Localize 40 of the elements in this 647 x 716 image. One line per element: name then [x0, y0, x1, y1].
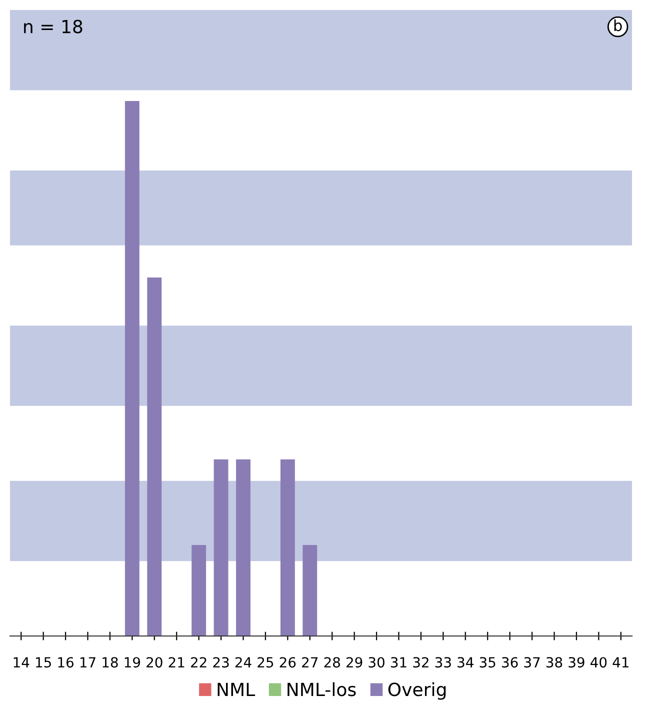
legend-label: NML-los — [288, 682, 356, 696]
x-tick-label: 16 — [58, 657, 74, 668]
x-tick-label: 17 — [80, 657, 96, 668]
x-tick-label: 14 — [14, 657, 30, 668]
x-tick-label: 15 — [36, 657, 51, 668]
bar — [280, 459, 295, 636]
x-tick-label: 29 — [346, 657, 362, 668]
bar — [192, 545, 206, 636]
legend-label: Overig — [388, 682, 446, 700]
text: b — [614, 19, 622, 32]
x-tick-label: 31 — [390, 657, 406, 668]
bar — [302, 545, 318, 636]
x-tick-label: 41 — [612, 657, 628, 668]
x-tick-label: 30 — [368, 657, 384, 668]
x-tick-label: 20 — [146, 657, 162, 668]
x-tick-label: 35 — [480, 657, 496, 668]
x-tick-label: 32 — [413, 657, 428, 668]
x-tick-label: 40 — [590, 657, 607, 668]
x-tick-label: 24 — [235, 657, 252, 668]
x-tick-label: 34 — [458, 657, 474, 668]
bar — [214, 459, 228, 636]
x-tick-label: 18 — [102, 657, 118, 668]
x-tick-label: 33 — [435, 657, 451, 668]
text: n = 18 — [24, 20, 82, 34]
x-tick-label: 37 — [524, 657, 540, 668]
x-tick-label: 36 — [502, 657, 518, 668]
x-tick-label: 39 — [568, 657, 584, 668]
x-tick-label: 38 — [546, 657, 562, 668]
bar — [147, 278, 162, 636]
x-tick-label: 21 — [168, 657, 184, 668]
bar — [124, 100, 140, 636]
x-tick-label: 22 — [191, 657, 206, 668]
x-tick-label: 28 — [324, 657, 340, 668]
legend-label: NML — [218, 682, 256, 696]
x-tick-label: 26 — [280, 657, 296, 668]
bar — [236, 459, 250, 636]
x-tick-label: 27 — [302, 657, 318, 668]
x-tick-label: 19 — [124, 657, 140, 668]
x-tick-label: 23 — [213, 657, 229, 668]
x-tick-label: 25 — [258, 657, 274, 668]
